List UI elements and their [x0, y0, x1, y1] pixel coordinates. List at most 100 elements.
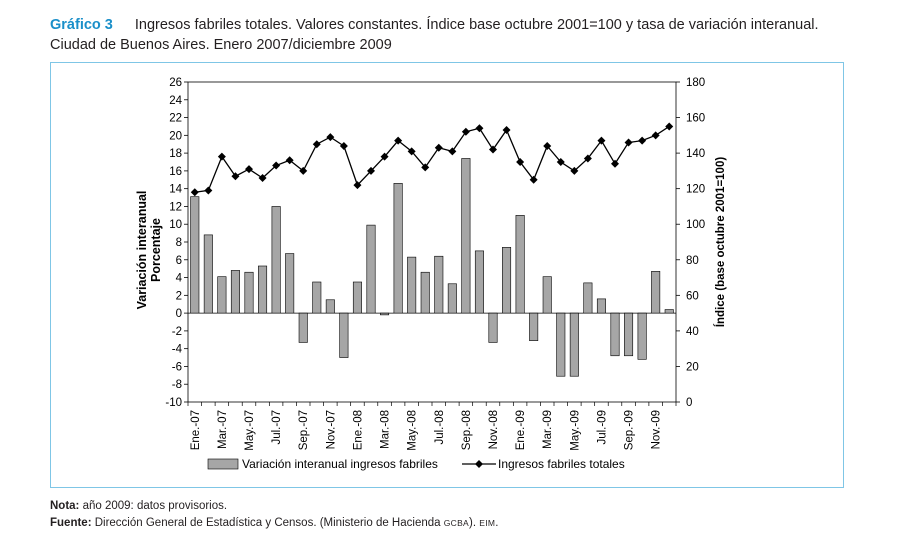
- legend-line-marker: [475, 460, 483, 468]
- title-line-1: Gráfico 3 Ingresos fabriles totales. Valo…: [50, 15, 890, 35]
- x-axis-tick-label: Nov.-09: [651, 410, 663, 449]
- right-axis-tick-label: 160: [686, 113, 705, 125]
- source-org-gcba: gcba: [443, 518, 470, 528]
- bar-variacion: [366, 224, 376, 314]
- left-axis-tick-label: 12: [169, 201, 182, 213]
- right-axis-title: Índice (base octubre 2001=100): [714, 157, 727, 328]
- left-axis-tick-label: -6: [172, 361, 182, 373]
- chart-notes: Nota: año 2009: datos provisorios. Fuent…: [50, 498, 498, 532]
- left-axis-tick-label: -8: [172, 379, 182, 391]
- x-axis-tick-label: Nov.-07: [325, 410, 337, 449]
- right-axis-tick-label: 40: [686, 326, 699, 338]
- point-ingresos: [326, 133, 335, 142]
- bar-variacion: [637, 312, 647, 360]
- point-ingresos: [570, 166, 579, 175]
- bar-variacion: [461, 158, 471, 314]
- left-axis-tick-label: -2: [172, 326, 182, 338]
- point-ingresos: [285, 156, 294, 165]
- point-ingresos: [380, 152, 389, 161]
- bar-variacion: [556, 312, 566, 377]
- left-axis-tick-label: 14: [169, 184, 182, 196]
- point-ingresos: [543, 142, 552, 150]
- point-ingresos: [489, 145, 497, 154]
- point-ingresos: [407, 147, 416, 156]
- x-axis-tick-label: Nov.-08: [488, 410, 500, 449]
- note-text: año 2009: datos provisorios.: [79, 500, 228, 512]
- left-axis-tick-label: 18: [169, 148, 182, 160]
- x-axis-tick-label: Jul.-07: [271, 410, 283, 445]
- x-axis-tick-label: Ene.-09: [515, 410, 527, 450]
- source-end: .: [495, 517, 499, 529]
- right-axis-tick-label: 120: [686, 184, 705, 196]
- bar-variacion: [244, 271, 254, 314]
- point-ingresos: [583, 154, 592, 163]
- x-axis-tick-label: Mar.-09: [542, 410, 554, 449]
- point-ingresos: [245, 165, 253, 174]
- point-ingresos: [516, 158, 525, 166]
- source-mid: ).: [469, 517, 480, 529]
- source-org-eim: eim: [479, 518, 496, 528]
- x-axis-tick-label: May.-09: [569, 410, 581, 451]
- bar-variacion: [230, 270, 240, 314]
- bar-variacion: [447, 283, 457, 314]
- left-axis-tick-label: 16: [169, 166, 182, 178]
- point-ingresos: [421, 163, 430, 172]
- left-axis-tick-label: 8: [176, 237, 182, 249]
- point-ingresos: [217, 152, 226, 161]
- x-axis-tick-label: Sep.-09: [624, 410, 636, 450]
- point-ingresos: [353, 181, 362, 190]
- point-ingresos: [651, 131, 660, 140]
- point-ingresos: [339, 142, 348, 150]
- point-ingresos: [529, 175, 538, 184]
- left-axis-tick-label: 22: [169, 113, 182, 125]
- left-axis-title: Variación interanual: [135, 191, 149, 310]
- bar-variacion: [285, 253, 295, 314]
- bar-variacion: [664, 309, 674, 314]
- left-axis-tick-label: 10: [169, 219, 182, 231]
- point-ingresos: [556, 158, 565, 166]
- point-ingresos: [190, 188, 199, 197]
- left-axis-tick-label: 0: [176, 308, 182, 320]
- right-axis-tick-label: 180: [686, 77, 705, 89]
- bar-variacion: [651, 271, 661, 314]
- bar-variacion: [624, 312, 634, 357]
- bar-variacion: [407, 256, 417, 314]
- x-axis-tick-label: Jul.-08: [434, 410, 446, 445]
- bar-variacion: [190, 196, 200, 314]
- bar-variacion: [420, 271, 430, 314]
- bar-variacion: [339, 312, 349, 358]
- bar-variacion: [380, 312, 390, 316]
- bar-variacion: [352, 281, 362, 314]
- x-axis-tick-label: Mar.-07: [217, 410, 229, 449]
- point-ingresos: [312, 140, 321, 149]
- left-axis-tick-label: 4: [176, 273, 183, 285]
- source-text: Dirección General de Estadística y Censo…: [91, 517, 444, 529]
- note-label: Nota:: [50, 500, 80, 512]
- bar-variacion: [488, 312, 498, 343]
- bar-variacion: [298, 312, 308, 343]
- source-line: Fuente: Dirección General de Estadística…: [50, 515, 498, 532]
- left-axis-tick-label: 20: [169, 130, 182, 142]
- x-axis-tick-label: Ene.-08: [352, 410, 364, 450]
- point-ingresos: [638, 136, 647, 145]
- bar-variacion: [596, 298, 606, 314]
- x-axis-tick-label: Sep.-07: [298, 410, 310, 450]
- chart-title-block: Gráfico 3 Ingresos fabriles totales. Valo…: [50, 15, 890, 55]
- bar-variacion: [203, 234, 213, 314]
- bar-variacion: [583, 282, 593, 314]
- source-label: Fuente:: [50, 517, 92, 529]
- point-ingresos: [272, 161, 281, 170]
- left-axis-tick-label: -4: [172, 344, 183, 356]
- point-ingresos: [475, 124, 484, 133]
- bar-variacion: [434, 255, 444, 314]
- right-axis-tick-label: 80: [686, 255, 699, 267]
- bar-variacion: [217, 276, 227, 314]
- x-axis-tick-label: Ene.-07: [190, 410, 202, 450]
- point-ingresos: [367, 166, 375, 175]
- legend-line-label: Ingresos fabriles totales: [498, 457, 625, 471]
- point-ingresos: [448, 147, 457, 156]
- left-axis-tick-label: -10: [165, 397, 182, 409]
- left-axis-tick-label: 6: [176, 255, 182, 267]
- x-axis-tick-label: Sep.-08: [461, 410, 473, 450]
